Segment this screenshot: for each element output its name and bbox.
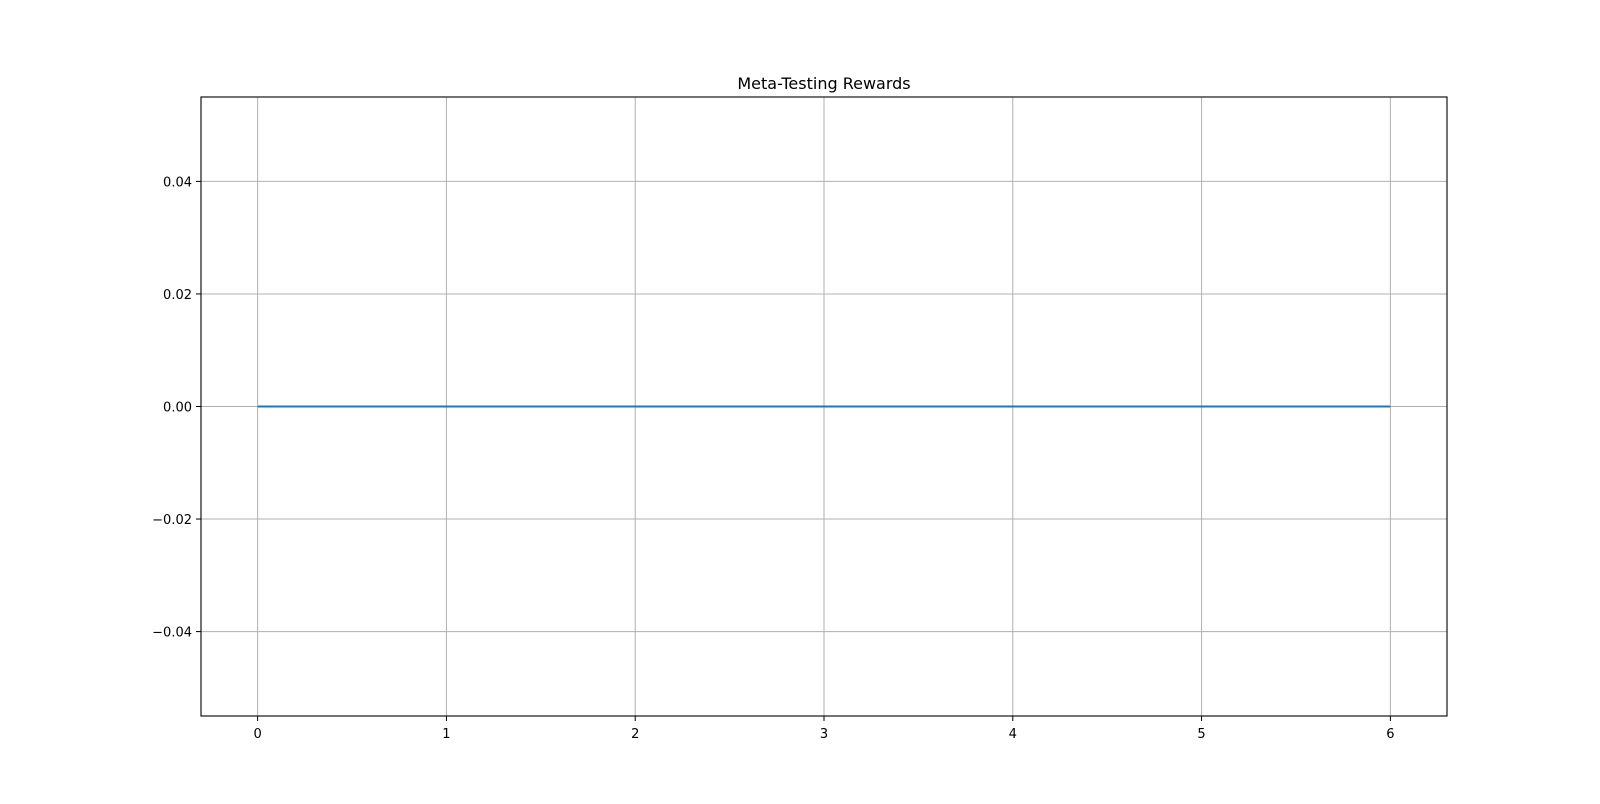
x-tick-label: 2 <box>631 727 639 742</box>
y-tick-label: −0.02 <box>152 513 192 528</box>
x-tick-label: 0 <box>253 727 261 742</box>
x-axis-ticks: 0 1 2 3 4 5 6 <box>253 716 1395 742</box>
x-tick-label: 6 <box>1386 727 1394 742</box>
chart-title: Meta-Testing Rewards <box>737 74 910 93</box>
y-tick-label: 0.00 <box>163 401 192 416</box>
y-tick-label: 0.04 <box>163 175 192 190</box>
y-axis-ticks: −0.04 −0.02 0.00 0.02 0.04 <box>152 175 201 641</box>
y-tick-label: 0.02 <box>163 288 192 303</box>
x-tick-label: 3 <box>820 727 828 742</box>
x-tick-label: 1 <box>442 727 450 742</box>
x-tick-label: 4 <box>1009 727 1017 742</box>
y-tick-label: −0.04 <box>152 626 192 641</box>
x-tick-label: 5 <box>1197 727 1205 742</box>
